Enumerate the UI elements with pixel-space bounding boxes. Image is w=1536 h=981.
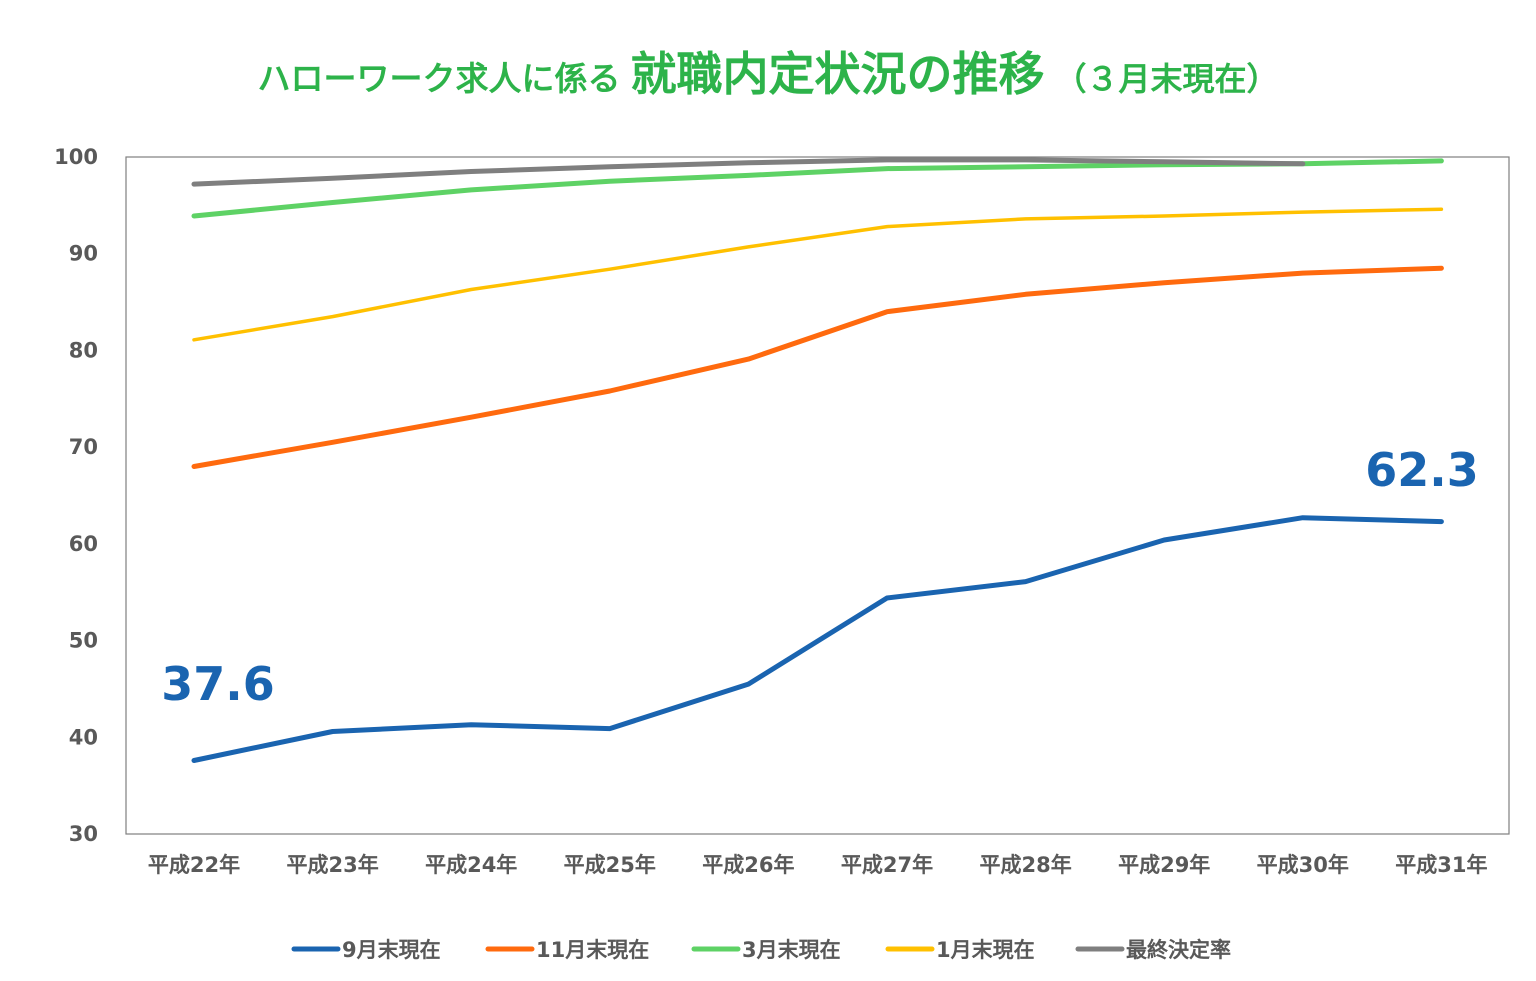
y-tick-label: 60 — [69, 532, 98, 556]
legend-label: 最終決定率 — [1126, 938, 1231, 962]
plot-area — [125, 156, 1510, 835]
x-tick-label: 平成27年 — [841, 853, 933, 877]
y-axis: 100 90 80 70 60 50 40 30 — [54, 145, 98, 846]
legend: 9月末現在 11月末現在 3月末現在 1月末現在 最終決定率 — [291, 938, 1231, 962]
y-tick-label: 90 — [69, 242, 98, 266]
x-tick-label: 平成23年 — [286, 853, 378, 877]
x-tick-label: 平成30年 — [1257, 853, 1349, 877]
annotations: 37.6 62.3 — [161, 443, 1479, 711]
series-line-0 — [191, 515, 1444, 763]
chart-title: ハローワーク求人に係る 就職内定状況の推移 （３月末現在） — [0, 38, 1536, 104]
y-tick-label: 40 — [69, 725, 98, 749]
legend-item: 最終決定率 — [1075, 938, 1231, 962]
legend-item: 1月末現在 — [885, 938, 1035, 962]
legend-label: 3月末現在 — [742, 938, 841, 962]
plot-border — [125, 156, 1510, 835]
x-tick-label: 平成24年 — [425, 853, 517, 877]
y-tick-label: 70 — [69, 435, 98, 459]
x-tick-label: 平成26年 — [702, 853, 794, 877]
legend-label: 1月末現在 — [936, 938, 1035, 962]
chart-title-main: 就職内定状況の推移 — [630, 47, 1045, 101]
legend-item: 3月末現在 — [691, 938, 841, 962]
legend-item: 9月末現在 — [291, 938, 441, 962]
y-tick-label: 80 — [69, 338, 98, 362]
x-tick-label: 平成29年 — [1118, 853, 1210, 877]
series-line-4 — [191, 157, 1306, 187]
x-tick-label: 平成25年 — [564, 853, 656, 877]
y-tick-label: 100 — [54, 145, 98, 169]
x-tick-label: 平成22年 — [148, 853, 240, 877]
y-tick-label: 30 — [69, 822, 98, 846]
data-label-annotation: 62.3 — [1365, 443, 1479, 497]
chart-title-prefix: ハローワーク求人に係る — [257, 59, 621, 98]
series-line-2 — [191, 158, 1444, 219]
chart-title-suffix: （３月末現在） — [1054, 60, 1279, 98]
x-tick-label: 平成28年 — [979, 853, 1071, 877]
x-tick-label: 平成31年 — [1395, 853, 1487, 877]
data-label-annotation: 37.6 — [161, 657, 275, 711]
series-lines — [191, 157, 1444, 763]
x-axis: 平成22年 平成23年 平成24年 平成25年 平成26年 平成27年 平成28年 平成29年… — [148, 853, 1488, 877]
legend-label: 11月末現在 — [536, 938, 649, 962]
y-tick-label: 50 — [69, 629, 98, 653]
series-line-1 — [191, 265, 1444, 469]
series-line-3 — [192, 207, 1444, 342]
legend-item: 11月末現在 — [485, 938, 649, 962]
legend-label: 9月末現在 — [342, 938, 441, 962]
